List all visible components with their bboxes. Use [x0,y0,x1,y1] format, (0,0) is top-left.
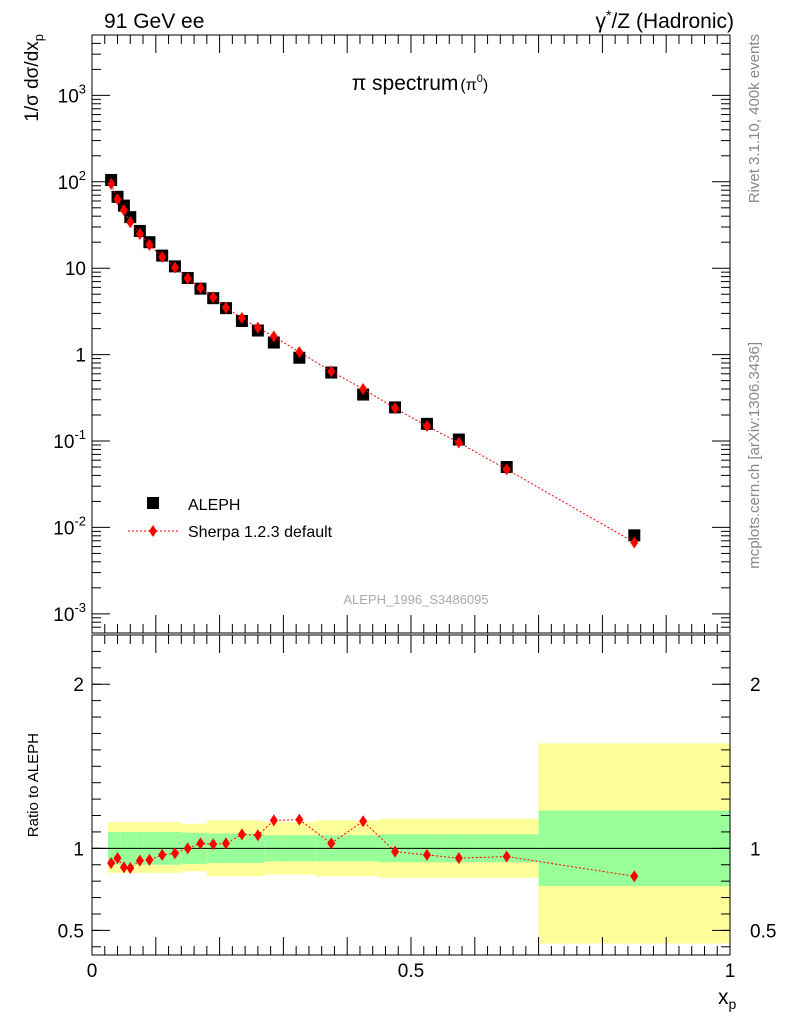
main-y-axis-label: 1/σ dσ/dxp [22,34,46,122]
ratio-sherpa-point [327,837,336,850]
sherpa-data-point [126,216,135,229]
plot-title-main: π spectrum [352,72,459,95]
sherpa-data-point [295,346,304,359]
main-y-axis-label-sub: p [31,34,46,41]
sherpa-data-point [209,291,218,304]
main-y-tick-label: 1 [75,346,86,367]
ratio-sherpa-point [158,848,167,861]
main-y-tick-label: 10 [65,259,86,280]
legend-sherpa-marker [149,525,157,537]
ratio-y-tick-label-right: 0.5 [750,921,776,942]
ratio-sherpa-point [359,815,368,828]
ratio-sherpa-point [135,854,144,867]
legend-aleph-marker [147,497,159,509]
ratio-sherpa-point [630,870,639,883]
sherpa-data-point [502,463,511,476]
ratio-sherpa-point [196,837,205,850]
ratio-data-series [107,813,639,883]
sherpa-data-point [391,402,400,415]
x-tick-label: 1 [725,961,736,982]
ratio-sherpa-point [119,861,128,874]
process-star: * [606,7,612,23]
aleph-data-point [628,529,641,542]
plot-title: π spectrum (π0) [352,72,489,95]
sherpa-data-point [630,536,639,549]
ratio-sherpa-line [110,819,635,877]
main-data-series [105,173,641,549]
aleph-data-point [267,336,280,349]
plot-title-paren-open: (π [460,77,476,94]
x-tick-label: 0.5 [398,961,424,982]
ratio-sherpa-point [113,852,122,865]
ratio-sherpa-point [391,845,400,858]
sherpa-data-point [253,321,262,334]
ratio-sherpa-point [183,842,192,855]
sherpa-data-point [422,420,431,433]
sherpa-data-point [107,177,116,190]
legend-aleph-label: ALEPH [188,497,240,514]
ratio-sherpa-point [253,829,262,842]
sherpa-data-point [170,261,179,274]
energy-label: 91 GeV ee [104,10,204,33]
ratio-sherpa-point [145,853,154,866]
plot-title-paren-close: ) [483,77,488,94]
x-axis-label-sub: p [729,996,737,1012]
ratio-sherpa-point [170,847,179,860]
sherpa-data-point [237,312,246,325]
sherpa-data-point [113,193,122,206]
sherpa-data-point [183,272,192,285]
ratio-y-tick-label-right: 1 [750,839,761,860]
ratio-sherpa-point [126,862,135,875]
sherpa-data-point [196,282,205,295]
ratio-y-tick-label: 1 [73,839,84,860]
sherpa-data-point [359,382,368,395]
x-axis-label-text: x [718,986,729,1009]
legend-sherpa-label: Sherpa 1.2.3 default [188,524,333,541]
ratio-sherpa-point [454,852,463,865]
main-y-tick-label: 103 [58,81,86,107]
plot-title-sup: 0 [477,73,483,85]
legend: ALEPH Sherpa 1.2.3 default [128,497,333,541]
ratio-sherpa-point [237,828,246,841]
sherpa-data-point [327,365,336,378]
sherpa-data-point [221,301,230,314]
ratio-y-axis-label: Ratio to ALEPH [25,733,42,837]
mcplots-source-label: mcplots.cern.ch [arXiv:1306.3436] [746,342,763,569]
ratio-sherpa-point [502,850,511,863]
main-y-tick-label: 10-3 [53,600,86,626]
main-y-axis-label-text: 1/σ dσ/dx [22,41,43,122]
sherpa-data-point [119,204,128,217]
ratio-sherpa-point [107,857,116,870]
x-axis-label: xp [718,986,737,1012]
ratio-y-tick-label-right: 2 [750,675,761,696]
main-y-tick-label: 10-1 [53,427,86,453]
sherpa-data-point [145,238,154,251]
sherpa-line [110,183,635,543]
analysis-watermark: ALEPH_1996_S3486095 [343,592,488,607]
ratio-sherpa-point [295,813,304,826]
ratio-y-tick-label: 0.5 [58,921,84,942]
process-label: γ*/Z (Hadronic) [596,7,734,33]
ratio-sherpa-point [422,848,431,861]
ratio-sherpa-point [209,838,218,851]
main-y-tick-label: 10-2 [53,513,86,539]
sherpa-data-point [135,227,144,240]
ratio-sherpa-point [269,814,278,827]
sherpa-data-point [269,330,278,343]
process-gamma: γ [596,10,607,33]
sherpa-data-point [454,436,463,449]
main-y-tick-label: 102 [58,168,86,194]
ratio-sherpa-point [221,837,230,850]
x-tick-label: 0 [87,961,98,982]
ratio-y-tick-label: 2 [73,675,84,696]
sherpa-data-point [158,250,167,263]
rivet-version-label: Rivet 3.1.10, 400k events [746,34,763,203]
process-rest: /Z (Hadronic) [611,10,734,33]
